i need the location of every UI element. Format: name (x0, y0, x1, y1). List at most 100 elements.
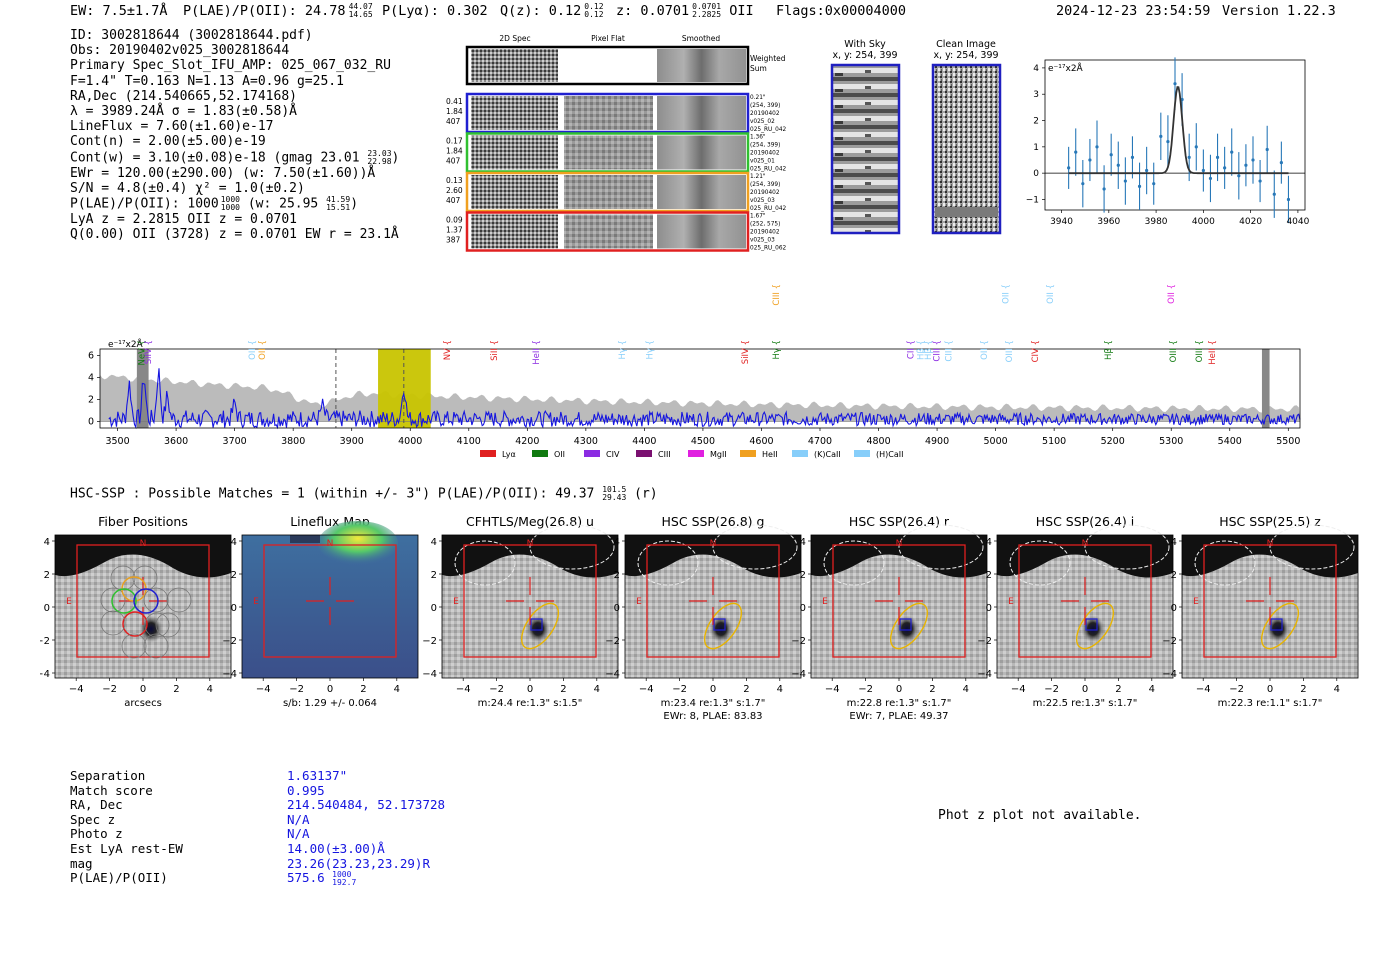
image-xtick-label: 2 (173, 684, 179, 695)
image-xtick-label: −2 (1229, 684, 1244, 695)
header-version: Version 1.22.3 (1222, 3, 1336, 19)
image-xtick-label: −2 (489, 684, 504, 695)
image-caption: EWr: 8, PLAE: 83.83 (663, 711, 762, 722)
info-plae-w: (w: 25.95 (247, 196, 319, 212)
image-ytick-label: 4 (44, 537, 50, 548)
spectrum-xtick-label: 4600 (749, 436, 773, 447)
imaging-panel: HSC SSP(25.5) z N E −4 −2 0 2 4 4 2 0 −2 −4 m:22.3 re… (1162, 514, 1359, 709)
aperture-box (1203, 544, 1337, 658)
spectrum-ytick-label: 2 (88, 394, 94, 405)
image-xtick-label: 2 (1300, 684, 1306, 695)
cutout-pixelflat (564, 135, 653, 170)
match-label: Separation (70, 768, 146, 783)
fiber-circle (143, 633, 169, 659)
emission-line-label: HeII { (1208, 340, 1218, 365)
legend-label: MgII (710, 450, 727, 459)
hsc-title: HSC-SSP : Possible Matches = 1 (within +… (70, 486, 658, 502)
emission-line-label: OII { (1046, 284, 1056, 304)
header-z-line: OII (729, 3, 754, 19)
cutout-left-label: 407 (446, 196, 461, 205)
cutout-right-label: v025_03 (750, 198, 775, 204)
spectrum-xtick-label: 5200 (1101, 436, 1125, 447)
info-radec: RA,Dec (214.540665,52.174168) (70, 88, 297, 104)
info-contn: Cont(n) = 2.00(±5.00)e-19 (70, 134, 266, 150)
emission-line-label: Hγ { (646, 340, 656, 360)
imaging-panel: Fiber Positions N E −4 −2 0 2 4 4 2 0 −2 −4 arcsecs (40, 514, 232, 709)
legend-swatch (688, 450, 704, 457)
image-xtick-label: 4 (594, 684, 600, 695)
image-caption: arcsecs (124, 698, 162, 709)
image-xtick-label: 2 (1115, 684, 1121, 695)
header-plae: P(LAE)/P(OII): 24.78 44.07 14.65 (183, 3, 373, 20)
spectrum-xtick-label: 4000 (398, 436, 422, 447)
lineflux-map (242, 535, 418, 678)
legend-swatch (532, 450, 548, 457)
neighbor-ellipse (529, 524, 615, 570)
image-ytick-label: −4 (791, 669, 806, 680)
emission-line-label: CIII { (772, 284, 782, 306)
spectrum-xtick-label: 4400 (632, 436, 656, 447)
info-id: ID: 3002818644 (3002818644.pdf) (70, 28, 313, 43)
zoom-ytick-label: 4 (1033, 64, 1039, 74)
zoom-point (1159, 134, 1163, 138)
cutout-left-label: 1.84 (446, 107, 463, 116)
image-caption: m:23.4 re:1.3" s:1.7" (661, 698, 766, 709)
cutout-2dspec (471, 175, 558, 209)
cutout-pixelflat (564, 214, 653, 249)
cutout-left-label: 0.41 (446, 97, 463, 106)
image-xtick-label: 0 (327, 684, 333, 695)
fiber-circle (100, 587, 126, 613)
counterpart-ellipse (889, 602, 929, 650)
image-caption: EWr: 7, PLAE: 49.37 (849, 711, 948, 722)
zoom-unit-label: e⁻¹⁷x2Å (1048, 62, 1084, 74)
header-z-value: z: 0.0701 (616, 3, 690, 19)
cutout-right-label: v025_01 (750, 159, 775, 165)
emission-line-label: OIII { (1169, 340, 1179, 362)
aperture-box (463, 544, 597, 658)
match-plae-lo: 192.7 (332, 877, 357, 887)
cutout-left-label: 2.60 (446, 186, 463, 195)
cutout-left-label: 0.13 (446, 176, 463, 185)
compass-north: N (140, 539, 147, 549)
spectrum-xtick-label: 4800 (866, 436, 890, 447)
neighbor-ellipse (637, 540, 699, 586)
zoom-point (1272, 192, 1276, 196)
image-ytick-label: 2 (44, 570, 50, 581)
zoom-point (1286, 197, 1291, 202)
spectrum-legend: Lyα OII CIV CIII MgII HeII (K)CaII (H)CaII (480, 450, 903, 459)
lineflux-bright-spot (318, 521, 398, 565)
spectrum-xtick-label: 4200 (515, 436, 539, 447)
info-q: Q(0.00) OII (3728) z = 0.0701 EW r = 23.… (70, 227, 399, 243)
imaging-panel: CFHTLS/Meg(26.8) u N E −4 −2 0 2 4 4 2 0 −2 −4 m:24.4… (422, 514, 619, 709)
imaging-panel: HSC SSP(26.8) g N E −4 −2 0 2 4 4 2 0 −2 −4 m:23.4 re… (605, 514, 802, 722)
emission-line-label: Hβ { (917, 340, 927, 360)
spectrum-ytick-label: 4 (88, 373, 94, 384)
fiber-cutouts-panel: 2D Spec Pixel Flat Smoothed Weighted Sum… (446, 34, 787, 252)
info-sn: S/N = 4.8(±0.4) χ² = 1.0(±0.2) (70, 180, 305, 196)
neighbor-ellipse (1269, 524, 1355, 570)
imaging-panel-title: HSC SSP(26.4) r (849, 514, 950, 529)
compass-east: E (1193, 597, 1199, 607)
source-blob (526, 615, 550, 643)
info-fwhm: F=1.4" T=0.163 N=1.13 A=0.96 g=25.1 (70, 73, 344, 89)
spectrum-xtick-label: 3700 (223, 436, 247, 447)
cutout-right-label: (254, 399) (750, 103, 780, 109)
zoom-point (1081, 182, 1085, 186)
cutout-left-label: 0.17 (446, 137, 463, 146)
counterpart-ellipse (1075, 602, 1115, 650)
counterpart-box (1085, 618, 1098, 631)
neighbor-ellipse (1084, 524, 1170, 570)
match-value: 0.995 (287, 782, 325, 798)
fiber-circle (122, 611, 148, 637)
cutout-right-label: v025_02 (750, 119, 775, 125)
image-xtick-label: −4 (825, 684, 840, 695)
spectrum-unit-label: e⁻¹⁷x2Å (108, 338, 144, 350)
cutout-right-label: 025_RU_042 (750, 206, 787, 212)
image-xtick-label: −4 (639, 684, 654, 695)
compass-north: N (1267, 539, 1274, 549)
fiber-circle (132, 565, 158, 591)
aperture-box (263, 544, 397, 658)
zoom-point (1194, 145, 1198, 149)
info-plae-hi: 1000 (220, 195, 240, 205)
emission-line-label: OIII { (1195, 340, 1205, 362)
